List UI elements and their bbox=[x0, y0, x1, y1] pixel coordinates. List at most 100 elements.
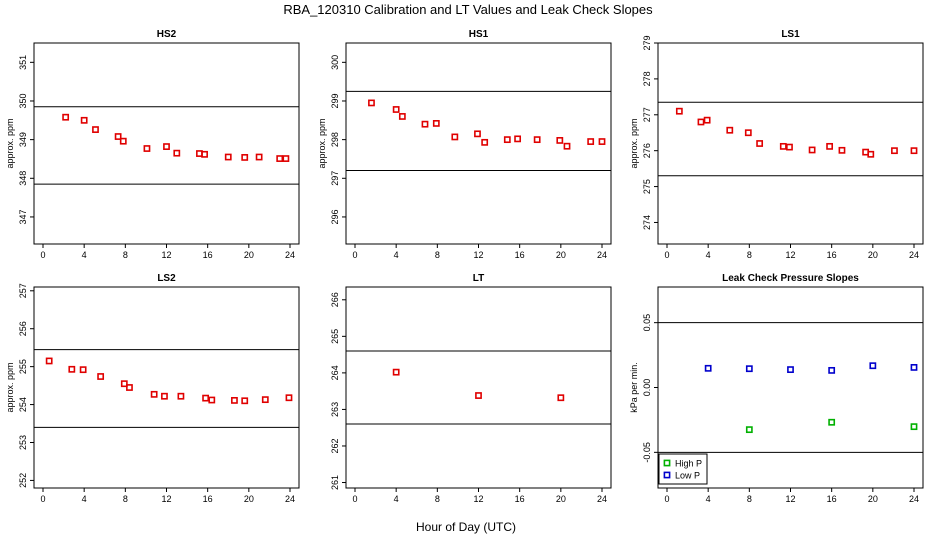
y-tick-label: 299 bbox=[330, 93, 340, 108]
x-tick-label: 0 bbox=[40, 250, 45, 260]
data-point bbox=[867, 150, 875, 158]
legend-label: Low P bbox=[675, 471, 700, 481]
x-tick-label: 8 bbox=[123, 250, 128, 260]
y-tick-label: -0.05 bbox=[642, 442, 652, 463]
x-tick-label: 4 bbox=[82, 250, 87, 260]
data-point bbox=[80, 116, 88, 124]
data-point bbox=[557, 394, 565, 402]
y-tick-label: 298 bbox=[330, 132, 340, 147]
y-axis-label: approx. ppm bbox=[5, 362, 15, 412]
data-point bbox=[241, 397, 249, 405]
y-tick-label: 262 bbox=[330, 438, 340, 453]
x-tick-label: 24 bbox=[909, 494, 919, 504]
y-tick-label: 278 bbox=[642, 71, 652, 86]
data-point bbox=[828, 366, 836, 374]
data-point bbox=[202, 394, 210, 402]
data-point bbox=[726, 126, 734, 134]
data-point bbox=[255, 153, 263, 161]
data-point bbox=[563, 142, 571, 150]
chart-panel-4: LS2 0 4 8 12 16 20 24 252 253 254 255 256 257 approx. … bbox=[5, 273, 300, 504]
data-point bbox=[675, 107, 683, 115]
y-tick-label: 300 bbox=[330, 55, 340, 70]
data-point bbox=[126, 384, 133, 391]
x-tick-label: 20 bbox=[556, 494, 566, 504]
y-tick-label: 274 bbox=[642, 215, 652, 230]
x-tick-label: 0 bbox=[352, 250, 357, 260]
y-tick-label: 350 bbox=[18, 93, 28, 108]
data-point bbox=[787, 366, 794, 374]
y-tick-label: 277 bbox=[642, 107, 652, 122]
x-tick-label: 12 bbox=[473, 494, 483, 504]
data-point bbox=[745, 426, 753, 434]
data-point bbox=[421, 120, 429, 128]
x-tick-label: 20 bbox=[244, 494, 254, 504]
x-tick-label: 8 bbox=[435, 250, 440, 260]
y-tick-label: 261 bbox=[330, 475, 340, 490]
data-point bbox=[826, 142, 834, 150]
data-point bbox=[697, 118, 705, 126]
legend-box bbox=[658, 453, 708, 485]
x-tick-label: 16 bbox=[515, 250, 525, 260]
y-tick-label: 253 bbox=[18, 435, 28, 450]
legend: High P Low P bbox=[658, 453, 708, 485]
y-axis-label: approx. ppm bbox=[629, 118, 639, 168]
data-point bbox=[201, 150, 208, 158]
y-tick-label: 263 bbox=[330, 402, 340, 417]
x-tick-label: 16 bbox=[827, 494, 837, 504]
chart-panel-1: HS2 0 4 8 12 16 20 24 347 348 349 350 351 approx. ppm bbox=[5, 29, 300, 260]
panels-group: HS2 0 4 8 12 16 20 24 347 348 349 350 351 approx. ppm… bbox=[5, 29, 924, 504]
x-tick-label: 4 bbox=[394, 494, 399, 504]
panel-title: HS2 bbox=[157, 29, 177, 40]
data-point bbox=[150, 390, 158, 398]
data-point bbox=[556, 137, 564, 144]
y-tick-label: 256 bbox=[18, 321, 28, 336]
data-point bbox=[432, 120, 440, 127]
data-point bbox=[241, 154, 249, 161]
y-tick-label: 276 bbox=[642, 143, 652, 158]
figure-xlabel: Hour of Day (UTC) bbox=[416, 520, 516, 534]
x-tick-label: 8 bbox=[435, 494, 440, 504]
panel-title: LS1 bbox=[781, 29, 800, 40]
x-tick-label: 0 bbox=[664, 250, 669, 260]
x-tick-label: 8 bbox=[123, 494, 128, 504]
data-point bbox=[533, 136, 541, 144]
x-tick-label: 16 bbox=[203, 250, 213, 260]
legend-marker bbox=[663, 459, 671, 467]
data-point bbox=[744, 129, 752, 137]
data-point bbox=[808, 146, 816, 154]
data-point bbox=[177, 392, 185, 400]
legend-label: High P bbox=[675, 459, 702, 469]
x-tick-label: 20 bbox=[868, 494, 878, 504]
plot-frame bbox=[345, 286, 612, 489]
panel-title: HS1 bbox=[469, 29, 489, 40]
y-tick-label: 279 bbox=[642, 35, 652, 50]
y-tick-label: 351 bbox=[18, 55, 28, 70]
data-point bbox=[598, 138, 606, 145]
data-point bbox=[114, 133, 122, 140]
data-point bbox=[838, 146, 846, 154]
y-tick-label: 0.00 bbox=[642, 379, 652, 397]
data-point bbox=[97, 373, 105, 380]
y-tick-label: 257 bbox=[18, 283, 28, 298]
data-point bbox=[910, 363, 918, 371]
data-point bbox=[451, 133, 459, 141]
figure-title: RBA_120310 Calibration and LT Values and… bbox=[283, 2, 653, 17]
data-point bbox=[285, 394, 293, 402]
y-tick-label: 349 bbox=[18, 132, 28, 147]
panel-title: Leak Check Pressure Slopes bbox=[722, 273, 859, 284]
x-tick-label: 12 bbox=[473, 250, 483, 260]
data-point bbox=[704, 364, 712, 372]
y-tick-label: 254 bbox=[18, 397, 28, 412]
data-point bbox=[474, 130, 481, 138]
data-point bbox=[143, 145, 151, 152]
x-tick-label: 12 bbox=[785, 250, 795, 260]
panel-title: LT bbox=[473, 273, 484, 284]
data-point bbox=[79, 366, 87, 374]
data-point bbox=[786, 143, 793, 151]
x-tick-label: 24 bbox=[597, 250, 607, 260]
data-point bbox=[392, 106, 400, 113]
data-point bbox=[120, 380, 128, 388]
data-point bbox=[92, 126, 99, 133]
legend-marker bbox=[663, 471, 671, 479]
